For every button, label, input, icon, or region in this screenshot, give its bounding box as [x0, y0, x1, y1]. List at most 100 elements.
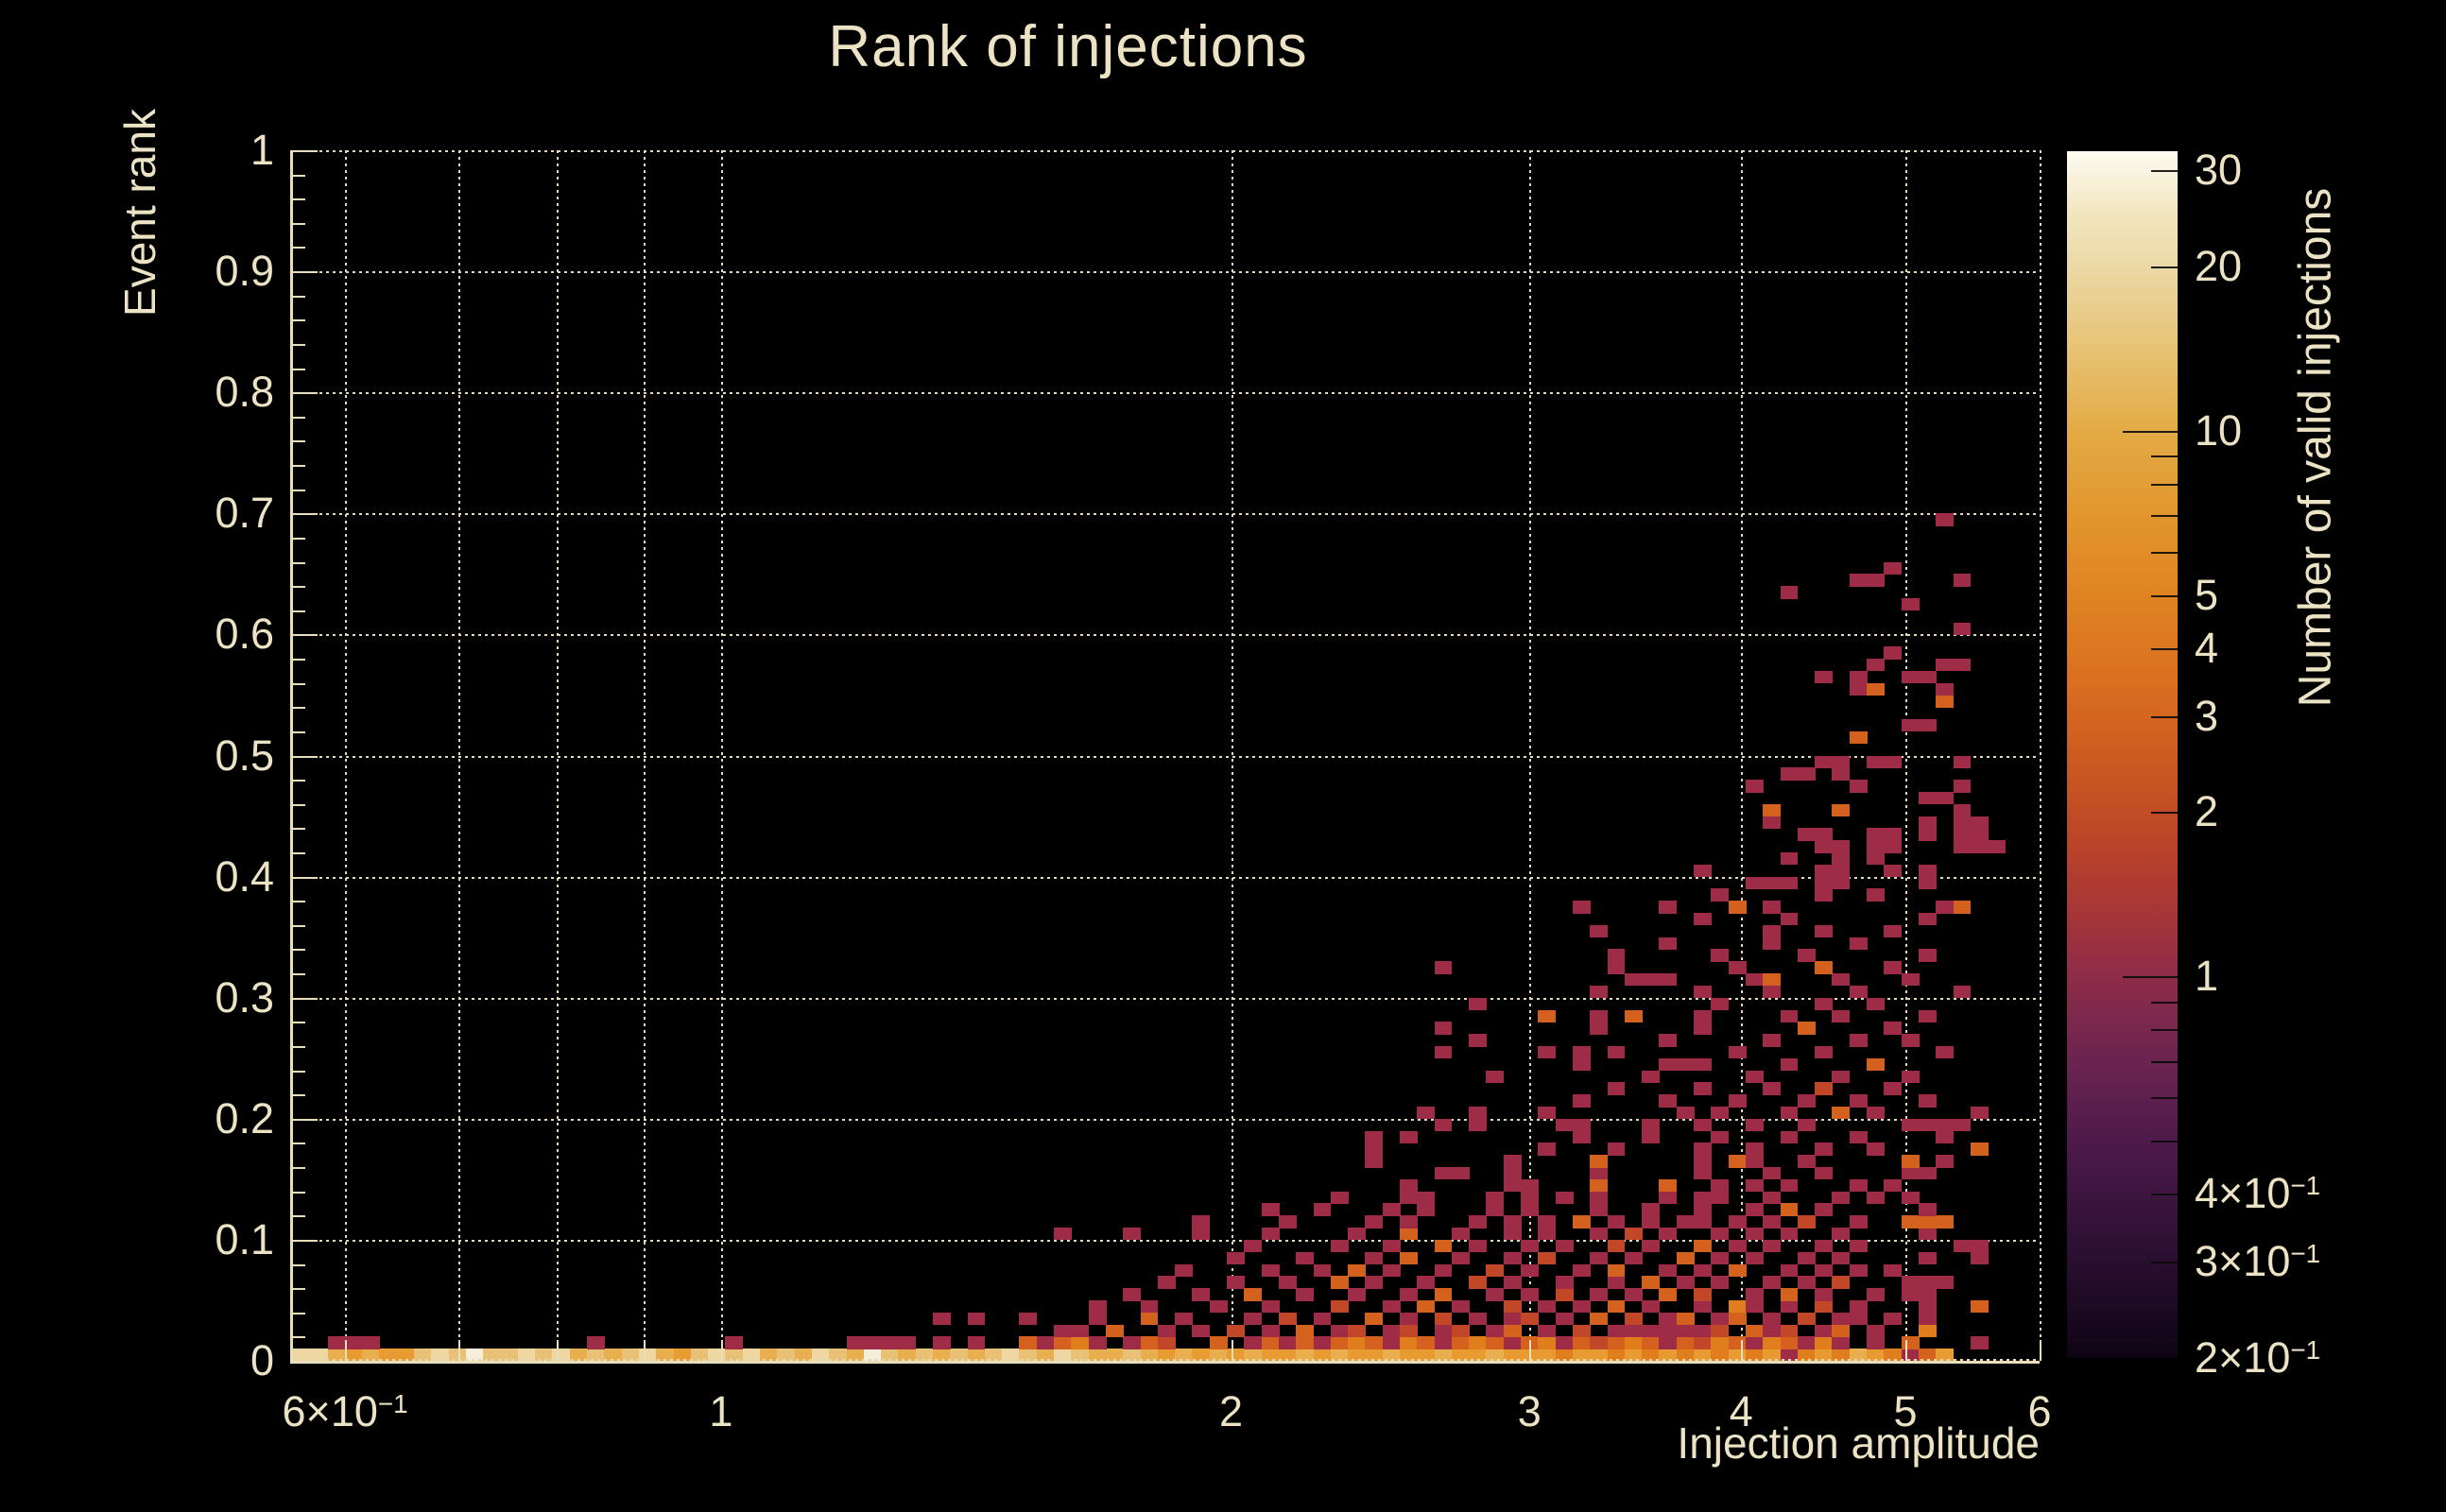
heatmap-cell — [1936, 1215, 1955, 1228]
axis-tick — [557, 1340, 559, 1361]
heatmap-cell — [1382, 1203, 1401, 1216]
heatmap-cell — [587, 1336, 605, 1349]
heatmap-cell — [1918, 1215, 1937, 1228]
heatmap-cell — [1728, 1155, 1747, 1168]
axis-tick — [293, 440, 305, 442]
heatmap-cell — [465, 1349, 484, 1362]
heatmap-cell — [1849, 1094, 1868, 1108]
heatmap-cell — [1417, 1191, 1436, 1205]
axis-tick — [293, 247, 305, 249]
heatmap-cell — [1953, 1118, 1972, 1132]
heatmap-cell — [1884, 1312, 1903, 1326]
heatmap-cell — [1901, 1215, 1920, 1228]
heatmap-cell — [1503, 1178, 1522, 1193]
heatmap-cell — [1815, 1082, 1834, 1095]
heatmap-cell — [1918, 1324, 1937, 1337]
heatmap-cell — [1503, 1299, 1522, 1314]
heatmap-cell — [1503, 1251, 1522, 1265]
heatmap-cell — [1607, 1336, 1626, 1349]
heatmap-cell — [1918, 913, 1937, 926]
heatmap-cell — [1901, 1191, 1920, 1205]
heatmap-cell — [932, 1349, 951, 1362]
heatmap-cell — [1244, 1288, 1263, 1301]
heatmap-cell — [1901, 1070, 1920, 1083]
heatmap-cell — [1002, 1349, 1021, 1362]
axis-tick — [1905, 1340, 1907, 1361]
axis-tick — [293, 925, 305, 927]
heatmap-cell — [1849, 1299, 1868, 1314]
heatmap-cell — [1642, 1130, 1661, 1144]
heatmap-cell — [1244, 1239, 1263, 1253]
heatmap-cell — [1745, 1155, 1764, 1168]
heatmap-cell — [1815, 997, 1834, 1011]
heatmap-cell — [1918, 828, 1937, 841]
heatmap-cell — [1849, 574, 1868, 587]
heatmap-cell — [1659, 1034, 1678, 1047]
heatmap-cell — [1815, 840, 1834, 853]
heatmap-cell — [1867, 851, 1885, 866]
tick-label: 0.3 — [215, 972, 274, 1022]
heatmap-cell — [1763, 1239, 1782, 1253]
heatmap-cell — [1970, 1299, 1989, 1314]
heatmap-cell — [1849, 682, 1868, 696]
heatmap-cell — [1365, 1155, 1384, 1168]
axis-tick — [345, 1340, 347, 1361]
heatmap-cell — [1953, 803, 1972, 817]
heatmap-cell — [725, 1349, 744, 1362]
heatmap-cell — [1745, 973, 1764, 987]
heatmap-cell — [1936, 791, 1955, 805]
axis-tick — [293, 1094, 305, 1096]
heatmap-cell — [1728, 1094, 1747, 1108]
heatmap-cell — [1330, 1324, 1349, 1337]
heatmap-cell — [1901, 1118, 1920, 1132]
colorbar-tick — [2151, 1061, 2178, 1063]
heatmap-cell — [1088, 1336, 1107, 1349]
heatmap-cell — [1728, 1263, 1747, 1277]
heatmap-cell — [517, 1349, 536, 1362]
heatmap-cell — [881, 1349, 899, 1362]
x-axis-title: Injection amplitude — [1677, 1418, 2040, 1468]
heatmap-cell — [1572, 901, 1591, 914]
heatmap-cell — [1365, 1143, 1384, 1156]
heatmap-cell — [1780, 586, 1799, 599]
tick-label: 4 — [2195, 623, 2219, 672]
heatmap-cell — [1953, 840, 1972, 853]
heatmap-cell — [1572, 1299, 1591, 1314]
page-title: Rank of injections — [828, 14, 1308, 79]
heatmap-cell — [1607, 1263, 1626, 1277]
heatmap-cell — [1365, 1130, 1384, 1144]
heatmap-cell — [846, 1349, 865, 1362]
heatmap-cell — [1348, 1263, 1366, 1277]
axis-tick — [293, 198, 305, 200]
heatmap-cell — [1261, 1324, 1280, 1337]
heatmap-cell — [1815, 1336, 1834, 1349]
heatmap-cell — [1105, 1324, 1124, 1337]
heatmap-cell — [1832, 1251, 1851, 1265]
heatmap-cell — [1745, 876, 1764, 889]
axis-tick — [293, 804, 305, 806]
heatmap-cell — [1918, 876, 1937, 889]
gridline — [1232, 150, 1233, 1361]
heatmap-cell — [1227, 1251, 1245, 1265]
heatmap-cell — [1780, 1106, 1799, 1120]
heatmap-cell — [1469, 1034, 1488, 1047]
heatmap-cell — [1832, 1106, 1851, 1120]
heatmap-cell — [379, 1349, 398, 1362]
tick-label: 6 — [2027, 1387, 2052, 1435]
axis-tick — [293, 271, 318, 273]
heatmap-cell — [1936, 513, 1955, 526]
heatmap-cell — [1780, 1288, 1799, 1301]
heatmap-cell — [1867, 1057, 1885, 1072]
tick-label: 20 — [2195, 241, 2243, 290]
heatmap-cell — [1538, 1228, 1557, 1241]
heatmap-cell — [1417, 1299, 1436, 1314]
heatmap-cell — [1936, 1276, 1955, 1289]
tick-label: 1 — [250, 126, 274, 174]
heatmap-cell — [1676, 1312, 1695, 1326]
heatmap-cell — [1832, 1276, 1851, 1289]
heatmap-cell — [1970, 1239, 1989, 1253]
heatmap-cell — [1209, 1299, 1228, 1314]
heatmap-cell — [1832, 1228, 1851, 1241]
heatmap-cell — [1313, 1349, 1332, 1362]
heatmap-cell — [327, 1336, 346, 1349]
